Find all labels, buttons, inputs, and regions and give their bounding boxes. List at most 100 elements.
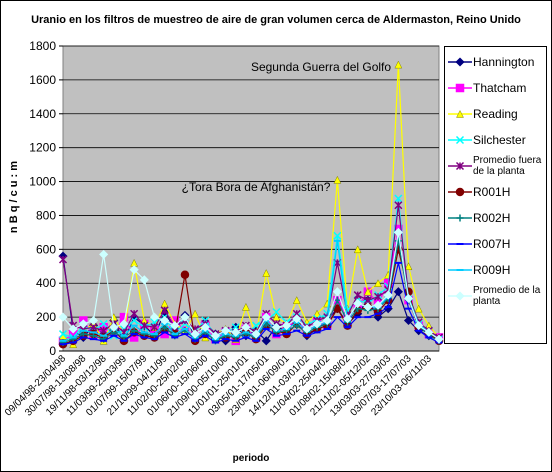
marker — [353, 291, 362, 300]
marker — [363, 302, 373, 312]
marker — [129, 265, 139, 275]
marker — [191, 309, 200, 318]
marker — [180, 312, 190, 322]
marker — [139, 275, 149, 285]
legend: Hannington Thatcham Reading Silchester Prome… — [444, 46, 547, 344]
marker — [394, 201, 403, 210]
legend-swatch — [448, 187, 472, 197]
legend-label: Reading — [473, 106, 518, 121]
legend-swatch — [448, 214, 472, 222]
legend-label: Promedio fuera de la planta — [473, 155, 542, 177]
marker — [180, 270, 190, 279]
y-tick-label: 1400 — [29, 107, 56, 121]
y-axis-label: n B q / c u : m — [8, 161, 20, 233]
legend-entry: Promedio fuera de la planta — [447, 155, 544, 177]
marker — [394, 194, 403, 203]
legend-marker — [456, 109, 464, 118]
marker — [393, 227, 403, 237]
marker — [89, 332, 97, 340]
marker — [109, 322, 119, 332]
marker — [393, 287, 403, 297]
marker — [58, 255, 68, 264]
legend-marker — [455, 83, 465, 93]
marker — [282, 321, 292, 331]
marker — [261, 312, 271, 322]
marker — [424, 327, 434, 337]
marker — [58, 330, 68, 339]
marker — [242, 302, 250, 311]
marker — [403, 315, 414, 326]
y-tick-label: 0 — [49, 344, 56, 358]
marker — [333, 296, 341, 304]
marker — [160, 315, 170, 326]
marker — [363, 287, 372, 296]
legend-entry: Hannington — [447, 51, 544, 73]
legend-swatch — [448, 57, 472, 67]
y-tick-label: 400 — [36, 276, 56, 290]
marker — [130, 327, 138, 335]
marker — [68, 324, 78, 334]
marker — [160, 306, 169, 315]
marker — [322, 315, 332, 326]
legend-swatch — [448, 161, 472, 171]
marker — [333, 231, 342, 240]
legend-label: R007H — [473, 236, 511, 251]
marker — [79, 330, 87, 338]
legend-marker — [455, 135, 465, 145]
marker — [373, 292, 383, 301]
marker — [221, 326, 231, 336]
marker — [231, 327, 241, 337]
marker — [261, 336, 271, 346]
marker — [150, 323, 159, 332]
marker — [302, 324, 312, 334]
marker — [271, 322, 281, 332]
y-tick-label: 600 — [36, 242, 56, 256]
marker — [272, 307, 281, 317]
legend-label: Hannington — [473, 54, 535, 69]
plot-area — [62, 45, 440, 352]
legend-entry: R009H — [447, 259, 544, 281]
marker — [262, 268, 271, 277]
legend-label: Silchester — [473, 132, 526, 147]
marker — [434, 334, 444, 344]
legend-entry: Silchester — [447, 129, 544, 151]
legend-marker — [455, 291, 465, 301]
legend-entry: R007H — [447, 233, 544, 255]
legend-entry: R002H — [447, 207, 544, 229]
legend-label: R002H — [473, 210, 511, 225]
marker — [292, 296, 301, 304]
legend-swatch — [448, 243, 472, 245]
annotation: ¿Tora Bora de Afghanistán? — [182, 180, 331, 194]
y-tick-label: 1000 — [29, 175, 56, 189]
legend-marker — [456, 214, 464, 222]
marker — [88, 315, 99, 326]
legend-marker — [455, 187, 465, 197]
marker — [383, 290, 393, 300]
marker — [99, 319, 108, 328]
legend-entry: R001H — [447, 181, 544, 203]
legend-entry: Thatcham — [447, 77, 544, 99]
marker — [414, 321, 424, 331]
marker — [99, 326, 108, 335]
y-tick-label: 1600 — [29, 73, 56, 87]
y-tick-label: 1200 — [29, 141, 56, 155]
legend-marker — [455, 57, 465, 67]
marker — [312, 319, 322, 329]
marker — [394, 60, 403, 69]
legend-swatch — [448, 291, 472, 301]
series — [58, 227, 444, 344]
marker — [292, 314, 302, 324]
marker — [374, 279, 382, 287]
marker — [403, 293, 414, 304]
x-axis-label: periodo — [233, 453, 270, 464]
marker — [78, 319, 88, 329]
marker — [58, 312, 68, 322]
marker — [241, 322, 251, 332]
marker — [130, 309, 139, 318]
marker — [353, 298, 363, 309]
marker — [394, 237, 402, 245]
series-line — [62, 205, 440, 338]
marker — [353, 245, 362, 254]
marker — [332, 287, 342, 297]
